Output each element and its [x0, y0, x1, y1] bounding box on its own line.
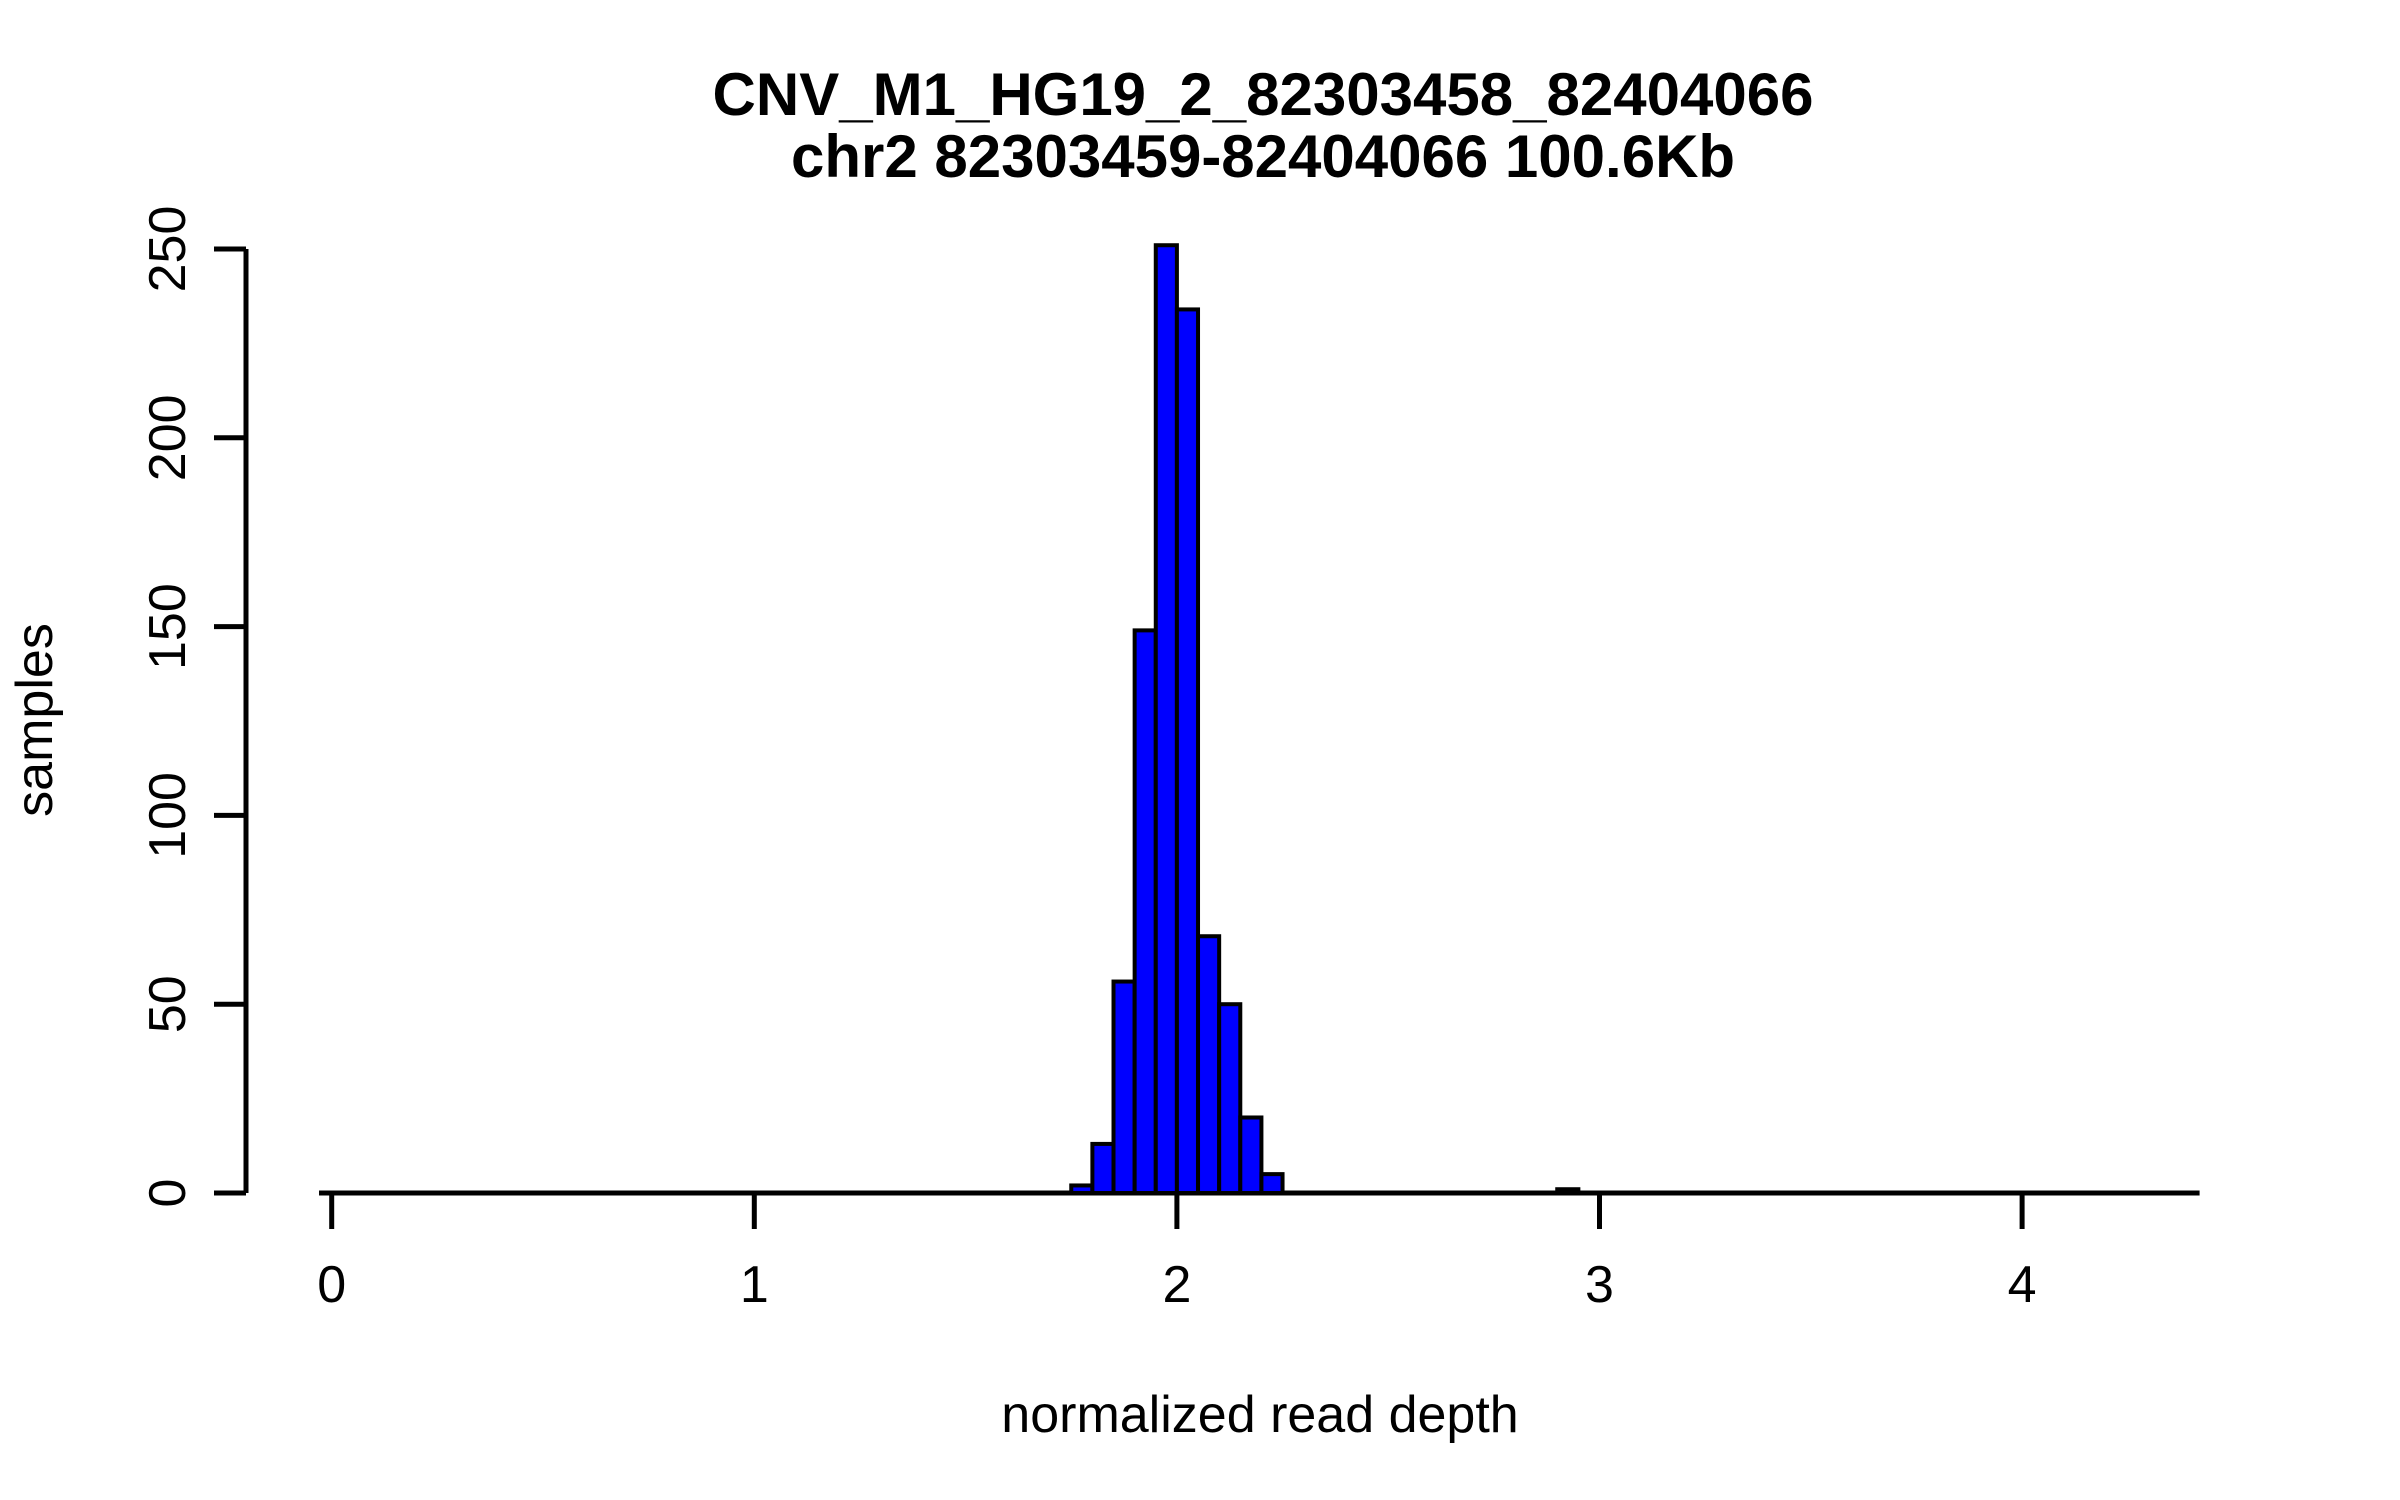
histogram-bar: [1217, 1002, 1243, 1196]
chart-subtitle: chr2 82303459-82404066 100.6Kb: [791, 123, 1735, 190]
histogram-bar: [1238, 1115, 1264, 1195]
y-tick-label: 0: [139, 1179, 197, 1208]
y-tick-label: 200: [139, 394, 197, 481]
x-tick-label: 3: [1585, 1256, 1614, 1314]
y-tick-label: 150: [139, 583, 197, 670]
histogram-bar: [1153, 243, 1179, 1195]
histogram-bar: [1555, 1187, 1581, 1195]
x-tick-label: 0: [317, 1256, 346, 1314]
y-tick-label: 50: [139, 975, 197, 1033]
axis-ticks: [214, 246, 2025, 1229]
histogram-bar: [1090, 1141, 1116, 1195]
x-tick-label: 1: [740, 1256, 769, 1314]
histogram-bar: [1196, 934, 1222, 1195]
histogram-bars: [1069, 243, 1581, 1196]
x-tick-label: 2: [1162, 1256, 1191, 1314]
x-axis-label: normalized read depth: [1001, 1386, 1518, 1444]
y-tick-label: 250: [139, 206, 197, 293]
axis-tick-labels: 0 1 2 3 4 0 50 100 150 200 250: [139, 206, 2037, 1314]
histogram-bar: [1259, 1172, 1285, 1195]
histogram-bar: [1111, 979, 1137, 1195]
histogram-bar: [1069, 1183, 1095, 1195]
histogram-bar: [1174, 307, 1201, 1195]
histogram-bar: [1132, 628, 1158, 1195]
y-tick-label: 100: [139, 772, 197, 859]
y-axis-label: samples: [6, 623, 64, 817]
x-tick-label: 4: [2008, 1256, 2037, 1314]
chart-title: CNV_M1_HG19_2_82303458_82404066: [713, 61, 1814, 128]
